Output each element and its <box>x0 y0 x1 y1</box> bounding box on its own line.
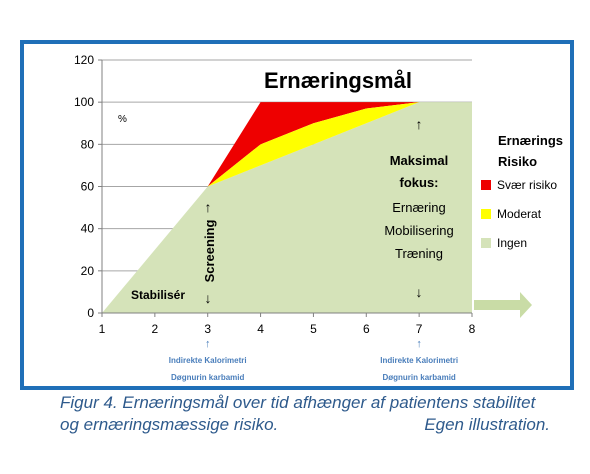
legend-label-0: Svær risiko <box>497 178 557 192</box>
legend-swatch-0 <box>481 180 491 190</box>
figure-caption: Figur 4. Ernæringsmål over tid afhænger … <box>60 392 580 436</box>
below-axis-line1-0: Indirekte Kalorimetri <box>169 356 247 365</box>
legend-title-line1: Ernærings <box>498 133 563 148</box>
legend: Ernærings Risiko Svær risiko Moderat Ingen <box>481 133 563 250</box>
y-tick-label-20: 20 <box>81 264 95 278</box>
area-moderat <box>207 102 472 187</box>
x-tick-label-5: 5 <box>310 322 317 336</box>
below-axis-line2-1: Døgnurin karbamid <box>382 373 455 382</box>
y-tick-label-40: 40 <box>81 222 95 236</box>
y-tick-label-100: 100 <box>74 95 94 109</box>
time-arrow-shape <box>474 292 532 318</box>
y-tick-label-0: 0 <box>87 306 94 320</box>
chart-title: Ernæringsmål <box>264 68 412 93</box>
x-tick-label-1: 1 <box>99 322 106 336</box>
focus-down-arrow: ↓ <box>416 284 423 300</box>
screening-up-arrow: ↑ <box>205 199 212 215</box>
focus-item-2: Træning <box>395 246 443 261</box>
focus-up-arrow: ↑ <box>416 116 423 132</box>
legend-label-1: Moderat <box>497 207 542 221</box>
unit-label: % <box>118 114 127 125</box>
focus-title-line1: Maksimal <box>390 153 449 168</box>
caption-line1: Figur 4. Ernæringsmål over tid afhænger … <box>60 393 536 412</box>
legend-swatch-2 <box>481 238 491 248</box>
annotations: Ernæringsmål% Stabilisér ↑ ↓ Screening ↑ Maksi… <box>118 68 532 382</box>
focus-item-1: Mobilisering <box>384 223 453 238</box>
y-tick-label-60: 60 <box>81 180 95 194</box>
x-tick-label-6: 6 <box>363 322 370 336</box>
x-tick-label-4: 4 <box>257 322 264 336</box>
x-tick-label-7: 7 <box>416 322 423 336</box>
plot-area <box>102 59 472 314</box>
below-axis-line2-0: Døgnurin karbamid <box>171 373 244 382</box>
annotation-stabiliser: Stabilisér <box>131 288 185 302</box>
legend-title-line2: Risiko <box>498 154 537 169</box>
area-ingen <box>102 102 472 314</box>
screening-down-arrow: ↓ <box>205 290 212 306</box>
x-tick-label-3: 3 <box>204 322 211 336</box>
below-axis-arrow-1: ↑ <box>416 338 422 350</box>
area-svaer-risiko <box>207 102 472 187</box>
axes: 0 20 40 60 80 100 120 1 2 3 4 5 6 7 8 <box>74 53 476 336</box>
x-tick-label-8: 8 <box>469 322 476 336</box>
legend-swatch-1 <box>481 209 491 219</box>
focus-title-line2: fokus: <box>400 175 439 190</box>
y-tick-label-120: 120 <box>74 53 94 67</box>
below-axis-arrow-0: ↑ <box>205 338 211 350</box>
focus-item-0: Ernæring <box>392 200 445 215</box>
caption-line2: og ernæringsmæssige risiko. Egen illustr… <box>60 414 550 436</box>
annotation-screening: Screening <box>202 220 217 283</box>
x-tick-label-2: 2 <box>152 322 159 336</box>
below-axis-line1-1: Indirekte Kalorimetri <box>380 356 458 365</box>
y-tick-label-80: 80 <box>81 137 95 151</box>
caption-line2-left: og ernæringsmæssige risiko. <box>60 415 279 434</box>
caption-line2-right: Egen illustration. <box>424 415 550 434</box>
legend-label-2: Ingen <box>497 236 527 250</box>
